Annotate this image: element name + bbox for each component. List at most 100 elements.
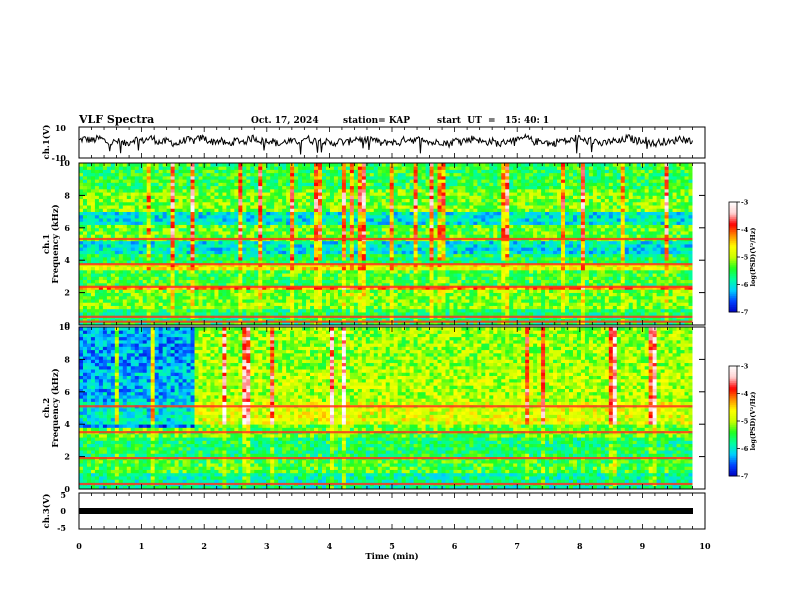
spec1-cell	[278, 185, 283, 190]
spec1-cell	[329, 221, 335, 225]
spec1-cell	[445, 234, 450, 238]
spec1-cell	[130, 250, 136, 255]
spec1-cell	[433, 182, 438, 187]
spec1-cell	[190, 250, 195, 255]
spec1-cell	[118, 198, 124, 203]
spec1-cell	[345, 234, 351, 238]
spec1-cell	[473, 292, 478, 297]
spec1-cell	[150, 240, 156, 245]
spec1-cell	[469, 198, 474, 203]
spec1-cell	[222, 211, 227, 216]
spec1-cell	[98, 182, 104, 187]
spec1-cell	[353, 198, 359, 203]
spec1-cell	[79, 305, 84, 310]
spec1-cell	[134, 231, 140, 235]
spec1-cell	[445, 292, 450, 297]
spec1-cell	[441, 266, 446, 271]
spec1-cell	[234, 250, 239, 255]
spec1-cell	[266, 276, 271, 281]
spec1-cell	[234, 279, 239, 284]
spec1-cell	[437, 182, 442, 187]
spec1-cell	[322, 211, 327, 216]
spec1-cell	[198, 205, 203, 209]
spec1-cell	[433, 247, 438, 251]
spec1-cell	[130, 308, 136, 313]
spec1-cell	[122, 247, 128, 251]
spec1-cell	[230, 260, 235, 264]
spec1-cell	[322, 214, 327, 219]
spec1-cell	[377, 214, 383, 219]
spec1-cell	[246, 218, 251, 222]
spec1-cell	[202, 179, 207, 183]
spec1-cell	[166, 312, 172, 316]
spec1-cell	[377, 305, 383, 310]
spec1-cell	[333, 185, 339, 190]
spec1-cell	[258, 201, 263, 206]
spec1-cell	[345, 318, 351, 323]
spec1-cell	[102, 266, 108, 271]
spec1-cell	[246, 175, 251, 180]
spec1-cell	[365, 269, 371, 274]
spec1-cell	[90, 182, 96, 187]
spec1-cell	[449, 211, 454, 216]
spec1-cell	[282, 182, 287, 187]
spec1-cell	[214, 256, 219, 261]
spec1-cell	[250, 240, 255, 245]
spec1-cell	[142, 185, 148, 190]
spec1-cell	[254, 211, 259, 216]
spec1-cell	[393, 318, 399, 323]
spec1-cell	[465, 302, 470, 306]
spec1-cell	[98, 192, 104, 196]
spec1-cell	[282, 247, 287, 251]
spec1-cell	[389, 224, 395, 229]
spec1-cell	[294, 266, 299, 271]
spec1-cell	[226, 240, 231, 245]
spec1-cell	[286, 299, 291, 303]
spec1-cell	[318, 289, 323, 293]
spec1-cell	[401, 253, 407, 258]
spec1-cell	[138, 192, 144, 196]
spec1-cell	[174, 198, 179, 203]
spec1-cell	[162, 289, 168, 293]
spec1-cell	[393, 240, 399, 245]
spec1-cell	[322, 250, 327, 255]
spec1-cell	[194, 305, 199, 310]
spec1-cell	[170, 282, 175, 287]
spec1-cell	[322, 279, 327, 284]
spec1-cell	[290, 211, 295, 216]
spec1-cell	[82, 299, 88, 303]
spec1-cell	[170, 172, 175, 177]
spec1-cell	[186, 279, 191, 284]
figure-title: VLF Spectra	[78, 113, 154, 126]
spec1-cell	[361, 188, 367, 193]
spec1-cell	[437, 260, 442, 264]
spec1-cell	[397, 182, 403, 187]
spec1-cell	[262, 250, 267, 255]
spec1-cell	[238, 188, 243, 193]
spec1-cell	[218, 286, 223, 290]
spec1-cell	[453, 295, 458, 300]
spec1-cell	[106, 286, 112, 290]
spec1-cell	[401, 299, 407, 303]
spec1-cell	[166, 198, 172, 203]
spec1-cell	[178, 266, 183, 271]
spec1-cell	[294, 175, 299, 180]
spec1-cell	[170, 318, 175, 323]
spec1-cell	[429, 227, 434, 232]
spec1-cell	[126, 166, 132, 170]
spec1-cell	[186, 318, 191, 323]
spec1-cell	[254, 244, 259, 248]
spec1-cell	[202, 302, 207, 306]
spec1-cell	[94, 201, 100, 206]
spec1-cell	[142, 205, 148, 209]
spec1-cell	[90, 299, 96, 303]
spec1-cell	[349, 179, 355, 183]
spec1-cell	[79, 312, 84, 316]
spec1-cell	[170, 279, 175, 284]
spec1-cell	[337, 292, 343, 297]
spec1-cell	[246, 192, 251, 196]
spec1-cell	[186, 231, 191, 235]
spec1-cell	[433, 289, 438, 293]
spec1-cell	[206, 256, 211, 261]
spec1-cell	[134, 312, 140, 316]
